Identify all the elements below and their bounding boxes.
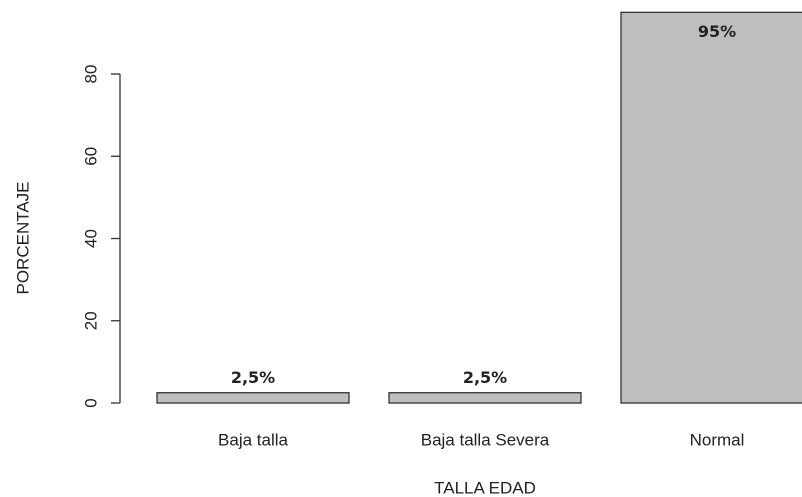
value-label: 95% (698, 22, 736, 41)
bar (620, 11, 802, 404)
value-label: 2,5% (231, 368, 275, 387)
bar (156, 392, 350, 404)
x-tick-label: Baja talla (218, 430, 288, 449)
value-label: 2,5% (463, 368, 507, 387)
bar (388, 392, 582, 404)
y-tick-label: 0 (81, 398, 100, 407)
x-axis-label: TALLA EDAD (434, 478, 536, 497)
x-tick-label: Normal (690, 430, 745, 449)
y-tick-label: 80 (81, 65, 100, 84)
y-axis-label: PORCENTAJE (13, 181, 32, 294)
y-tick-label: 20 (81, 311, 100, 330)
y-tick-label: 40 (81, 229, 100, 248)
y-tick-label: 60 (81, 147, 100, 166)
x-tick-label: Baja talla Severa (421, 430, 550, 449)
